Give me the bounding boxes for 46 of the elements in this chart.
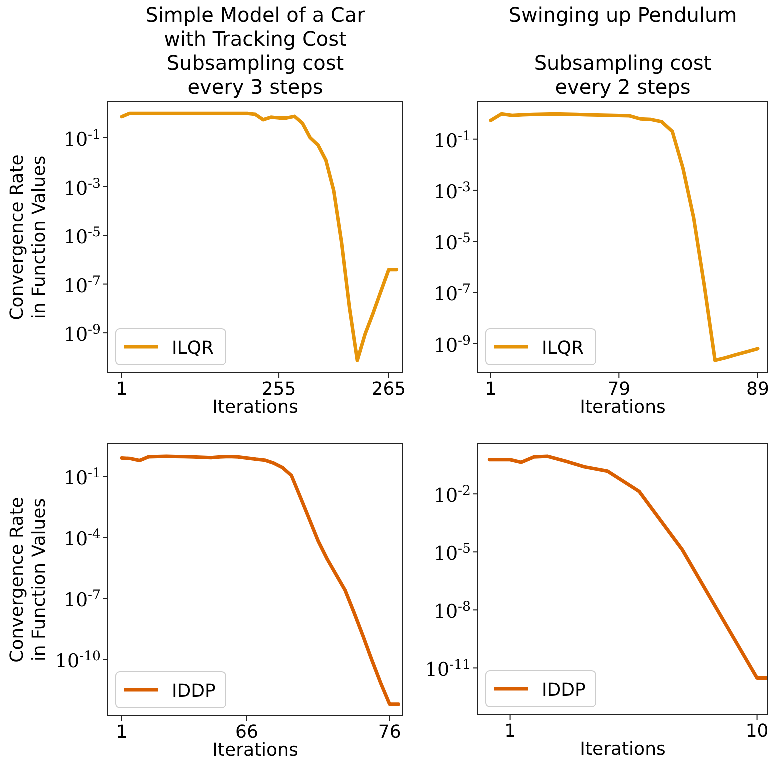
chart-subtitle: Subsampling cost every 3 steps (166, 51, 344, 99)
x-tick-label: 79 (608, 379, 631, 400)
y-tick-label: 10$^{-1}$ (64, 128, 101, 152)
chart-subtitle: Subsampling cost every 2 steps (534, 51, 712, 99)
y-tick-label: 10$^{-3}$ (434, 180, 471, 204)
line-series (120, 112, 399, 362)
y-tick-label: 10$^{-8}$ (434, 600, 471, 624)
x-axis-title: Iterations (212, 397, 298, 418)
legend-label: ILQR (172, 338, 214, 359)
legend-label: IDDP (542, 680, 586, 701)
y-tick-label: 10$^{-1}$ (434, 128, 471, 152)
x-tick-label: 1 (504, 721, 516, 742)
y-tick-label: 10$^{-7}$ (434, 282, 471, 306)
y-tick-label: 10$^{-7}$ (64, 274, 101, 298)
x-tick-label: 1 (116, 722, 128, 743)
y-tick-label: 10$^{-2}$ (434, 484, 471, 508)
x-tick-label: 76 (378, 722, 402, 743)
x-axis-title: Iterations (580, 739, 666, 760)
chart-title: Simple Model of a Car with Tracking Cost (146, 3, 366, 51)
y-tick-label: 10$^{-7}$ (64, 588, 101, 612)
line-series (120, 454, 401, 706)
x-tick-label: 255 (262, 379, 296, 400)
y-tick-label: 10$^{-4}$ (64, 527, 101, 551)
x-tick-label: 265 (372, 379, 406, 400)
y-tick-label: 10$^{-1}$ (64, 466, 101, 490)
y-tick-label: 10$^{-9}$ (434, 333, 471, 357)
x-tick-label: 89 (746, 379, 769, 400)
chart-title: Swinging up Pendulum (508, 3, 738, 27)
y-tick-label: 10$^{-10}$ (55, 649, 101, 673)
y-tick-label: 10$^{-3}$ (64, 176, 101, 200)
x-tick-label: 10 (746, 721, 769, 742)
x-axis-title: Iterations (212, 740, 298, 761)
y-tick-label: 10$^{-5}$ (434, 231, 471, 255)
x-tick-label: 66 (236, 722, 258, 743)
y-axis-title: Convergence Rate in Function Values (7, 154, 50, 320)
line-series (489, 112, 760, 362)
x-tick-label: 1 (116, 379, 128, 400)
legend-label: IDDP (172, 681, 216, 702)
x-tick-label: 1 (485, 379, 497, 400)
y-tick-label: 10$^{-5}$ (64, 225, 101, 249)
y-tick-label: 10$^{-9}$ (64, 322, 101, 346)
x-axis-title: Iterations (580, 397, 666, 418)
y-tick-label: 10$^{-11}$ (425, 658, 471, 682)
y-tick-label: 10$^{-5}$ (434, 542, 471, 566)
y-axis-title: Convergence Rate in Function Values (7, 497, 50, 663)
legend-label: ILQR (542, 338, 584, 359)
